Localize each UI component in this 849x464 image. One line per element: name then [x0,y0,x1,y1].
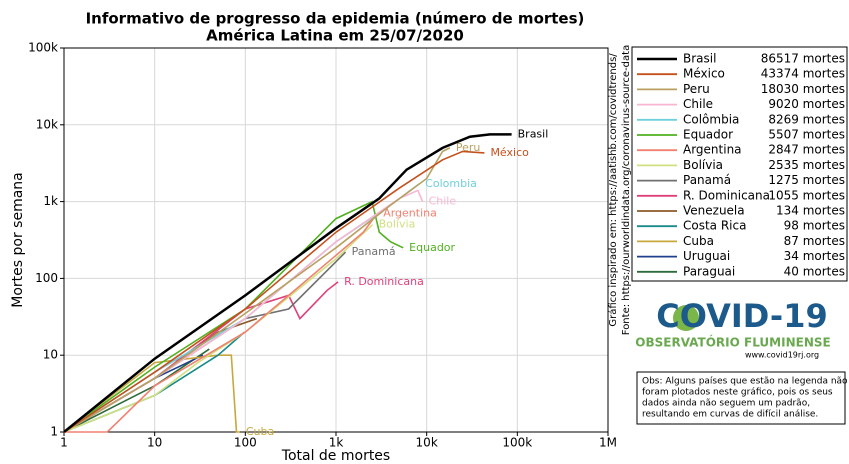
legend-total: 9020 mortes [768,97,845,111]
note-line: resultando em curvas de difícil análise. [642,410,818,420]
y-tick-label: 100k [28,41,58,55]
legend-total: 86517 mortes [761,52,845,66]
chart-title: Informativo de progresso da epidemia (nú… [86,10,585,28]
x-tick-label: 10 [147,436,162,450]
source-note: Fonte: https://ourworldindata.org/corona… [621,45,632,335]
y-tick-label: 1 [50,425,58,439]
y-axis-label: Mortes por semana [10,172,26,307]
series-end-label: Cuba [246,425,274,438]
logo-url: www.covid19rj.org [745,351,819,360]
note-line: foram plotados neste gráfico, pois os se… [642,388,833,398]
x-tick-label: 1 [60,436,68,450]
series-line [64,213,378,433]
x-tick-label: 100 [234,436,257,450]
series-line [63,150,485,433]
series-end-label: México [490,146,529,159]
series-line [63,200,404,433]
source-note: Gráfico inspirado em: https://aatishb.co… [607,53,619,327]
series-end-label: Chile [429,195,457,208]
legend-label: Costa Rica [683,219,746,233]
x-tick-label: 1M [599,436,617,450]
legend-label: Panamá [683,173,731,187]
legend-total: 5507 mortes [768,128,845,142]
series-end-label: Argentina [383,206,437,219]
note-line: Obs: Alguns países que estão na legenda … [642,377,848,387]
y-tick-label: 100 [35,271,58,285]
note-line: dados ainda não seguem um padrão, [642,399,810,409]
legend-label: Brasil [683,52,716,66]
x-tick-label: 10k [416,436,438,450]
legend-label: Cuba [683,234,714,248]
legend-label: Chile [683,97,713,111]
legend-total: 40 mortes [784,264,845,278]
logo: COVID-19 OBSERVATÓRIO FLUMINENSE www.cov… [635,297,830,360]
series-end-label: Brasil [518,127,549,140]
legend-label: Uruguai [683,249,730,263]
legend-label: Venezuela [683,204,745,218]
note-box [636,371,846,425]
legend-total: 2847 mortes [768,143,845,157]
legend-total: 2535 mortes [768,158,845,172]
x-tick-label: 100k [502,436,532,450]
legend-total: 43374 mortes [761,67,845,81]
series-line [63,133,512,433]
series-line [63,147,451,433]
legend-total: 34 mortes [784,249,845,263]
y-tick-label: 10k [36,117,58,131]
legend-label: Bolívia [683,158,723,172]
series-end-label: Equador [409,241,455,254]
legend-label: México [683,67,725,81]
series-end-label: Bolívia [379,218,416,231]
legend-total: 98 mortes [784,219,845,233]
legend-label: Peru [683,82,710,96]
chart-subtitle: América Latina em 25/07/2020 [206,27,464,45]
legend-label: Argentina [683,143,742,157]
legend-total: 87 mortes [784,234,845,248]
legend-total: 134 mortes [776,204,845,218]
legend-label: Equador [683,128,733,142]
series-line [63,354,240,433]
y-tick-label: 10 [43,348,58,362]
legend-label: Colômbia [683,112,739,126]
x-axis-label: Total de mortes [281,448,390,464]
series-end-label: Peru [456,141,481,154]
legend-label: R. Dominicana [683,188,770,202]
logo-virus [673,305,699,331]
series-end-label: R. Dominicana [344,275,424,288]
x-tick-label: 1k [329,436,344,450]
series-end-label: Colombia [425,177,477,190]
legend-total: 1055 mortes [768,188,845,202]
y-tick-label: 1k [43,194,58,208]
logo-subtitle: OBSERVATÓRIO FLUMINENSE [635,335,830,350]
legend-total: 18030 mortes [761,82,845,96]
plot-frame [63,47,609,433]
legend-label: Paraguai [683,264,735,278]
logo-title: COVID-19 [656,297,827,335]
series-end-label: Panamá [352,245,396,258]
legend-total: 8269 mortes [768,112,845,126]
legend-total: 1275 mortes [768,173,845,187]
